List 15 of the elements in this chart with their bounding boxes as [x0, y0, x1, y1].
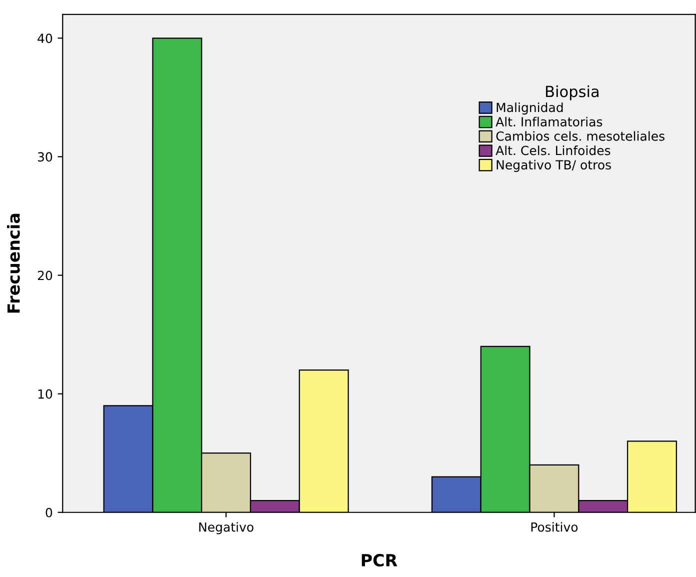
y-tick-label: 20 — [38, 270, 52, 280]
legend-title: Biopsia — [546, 85, 598, 100]
y-tick-label: 30 — [38, 152, 52, 162]
x-tick-label: Negativo — [199, 522, 254, 534]
y-tick-label: 0 — [46, 508, 52, 518]
x-tick-label: Positivo — [531, 522, 578, 532]
y-axis-title: Frecuencia — [6, 214, 20, 313]
legend-label: Cambios cels. mesoteliales — [496, 131, 664, 141]
x-axis-title: PCR — [362, 554, 398, 567]
y-tick-label: 40 — [38, 34, 52, 44]
y-tick-label: 10 — [38, 389, 52, 399]
legend-label: Negativo TB/ otros — [496, 160, 611, 172]
legend-label: Malignidad — [496, 102, 563, 115]
legend-label: Alt. Inflamatorias — [496, 116, 602, 126]
legend-label: Alt. Cels. Linfoides — [496, 146, 610, 156]
